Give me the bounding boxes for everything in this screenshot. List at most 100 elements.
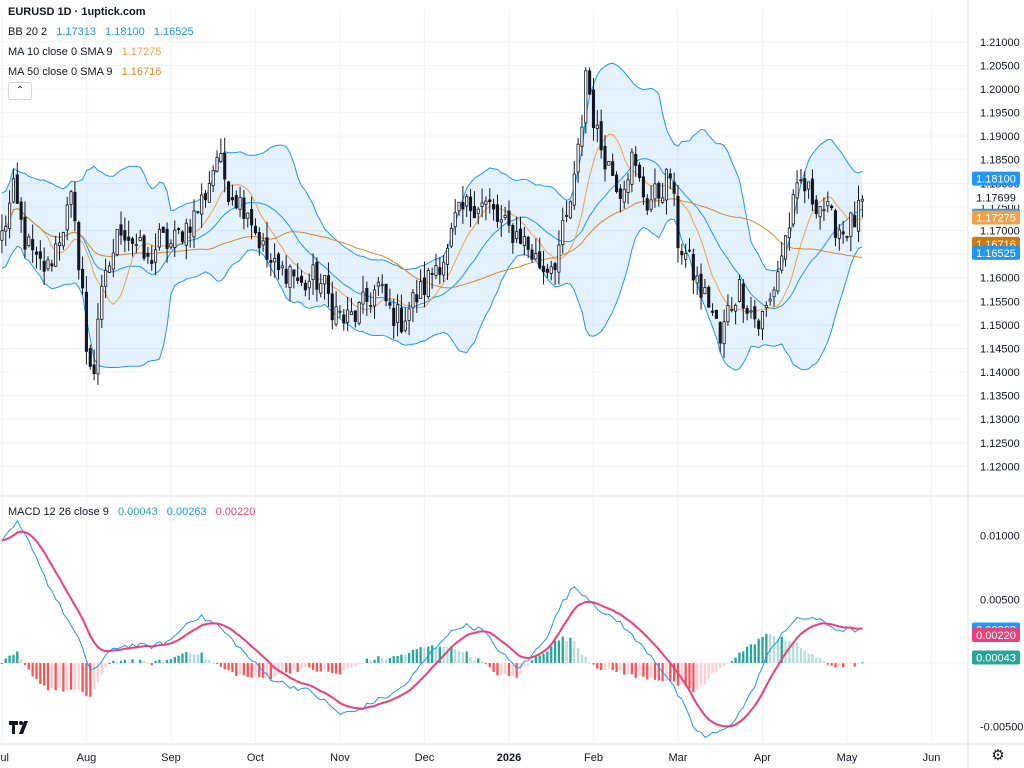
macd-histogram-bar — [185, 652, 188, 664]
macd-histogram-bar — [281, 663, 284, 672]
macd-histogram-bar — [857, 663, 860, 665]
candle-body — [584, 70, 588, 124]
candle-body — [384, 283, 388, 302]
macd-histogram-bar — [588, 662, 591, 664]
candle-body — [69, 191, 73, 205]
candle-body — [288, 266, 292, 288]
macd-histogram-bar — [200, 652, 203, 664]
macd-histogram-bar — [334, 663, 338, 674]
candle-body — [134, 244, 138, 246]
macd-histogram-bar — [446, 647, 449, 664]
bb-basis-value: 1.17313 — [56, 26, 96, 38]
candle-body — [430, 273, 434, 275]
macd-histogram-bar — [742, 651, 745, 664]
macd-histogram-bar — [696, 663, 699, 690]
macd-histogram-bar — [50, 663, 54, 689]
settings-gear-icon[interactable]: ⚙ — [991, 747, 1005, 764]
candle-body — [507, 210, 511, 226]
candle-body — [315, 261, 319, 290]
candle-body — [711, 310, 715, 313]
macd-histogram-bar — [861, 662, 864, 664]
macd-histogram-bar — [304, 663, 307, 667]
ma10-legend[interactable]: MA 10 close 0 SMA 9 1.17275 — [8, 46, 167, 58]
candle-body — [837, 229, 841, 239]
macd-histogram-bar — [296, 663, 299, 672]
macd-histogram-bar — [19, 659, 23, 664]
candle-body — [565, 214, 569, 217]
macd-histogram-bar — [139, 659, 142, 664]
candle-body — [780, 255, 784, 271]
candle-body — [772, 289, 776, 298]
macd-histogram-bar — [150, 663, 153, 666]
candle-body — [795, 182, 799, 199]
candle-body — [495, 204, 499, 222]
macd-histogram-bar — [188, 652, 192, 664]
macd-histogram-bar — [127, 662, 130, 664]
price-tick-label: 1.16000 — [980, 273, 1020, 285]
candle-body — [169, 243, 173, 248]
price-tick-label: 1.14500 — [980, 343, 1020, 355]
candle-body — [622, 188, 626, 203]
collapse-legend-button[interactable]: ⌃ — [8, 82, 32, 100]
candle-body — [814, 199, 818, 214]
macd-histogram-bar — [81, 663, 84, 692]
macd-legend[interactable]: MACD 12 26 close 9 0.00043 0.00263 0.002… — [8, 506, 261, 518]
candle-body — [15, 174, 19, 204]
macd-histogram-bar — [527, 663, 530, 666]
macd-histogram-bar — [165, 659, 169, 664]
bb-legend[interactable]: BB 20 2 1.17313 1.18100 1.16525 — [8, 26, 200, 38]
candle-body — [307, 280, 311, 289]
candle-body — [591, 89, 596, 128]
candle-body — [334, 306, 338, 325]
candle-body — [130, 238, 135, 244]
time-tick-label: Apr — [754, 752, 771, 764]
candle-body — [442, 261, 446, 276]
candle-body — [138, 237, 142, 242]
macd-histogram-bar — [457, 650, 461, 664]
chevron-up-icon: ⌃ — [15, 85, 25, 96]
macd-histogram-bar — [430, 645, 434, 664]
candle-body — [353, 310, 357, 322]
candle-body — [407, 308, 411, 321]
macd-histogram-bar — [557, 640, 561, 664]
macd-histogram-bar — [438, 646, 441, 664]
macd-histogram-bar — [4, 658, 7, 664]
ma50-legend[interactable]: MA 50 close 0 SMA 9 1.16716 — [8, 66, 167, 78]
candle-body — [453, 212, 457, 228]
tradingview-logo-icon[interactable] — [8, 718, 32, 738]
ma10-legend-label: MA 10 close 0 SMA 9 — [8, 46, 113, 58]
price-tick-label: 1.19500 — [980, 108, 1020, 120]
candle-body — [684, 252, 688, 260]
macd-histogram-bar — [108, 662, 111, 664]
candle-body — [396, 304, 400, 323]
macd-histogram-bar — [615, 663, 618, 672]
price-tick-label: 1.13500 — [980, 391, 1020, 403]
price-axis: 1.12000 1.12500 1.13000 1.13500 1.14000 1.145… — [980, 37, 1023, 734]
candle-body — [207, 183, 211, 203]
macd-histogram-bar — [361, 663, 365, 665]
candle-body — [411, 292, 415, 309]
macd-histogram-bar — [407, 653, 411, 664]
candle-body — [787, 227, 791, 239]
candle-body — [253, 225, 257, 234]
price-badge-label: 1.18100 — [976, 174, 1016, 186]
candle-body — [161, 226, 165, 233]
macd-histogram-bar — [12, 654, 15, 664]
macd-histogram-bar — [484, 663, 488, 665]
macd-histogram-bar — [719, 663, 722, 668]
candle-body — [438, 267, 442, 275]
candle-body — [61, 232, 65, 247]
macd-histogram-bar — [573, 640, 576, 664]
macd-histogram-bar — [300, 663, 303, 669]
macd-histogram-bar — [603, 663, 607, 670]
macd-histogram-bar — [734, 657, 737, 664]
candle-body — [799, 179, 803, 182]
candle-body — [499, 219, 503, 223]
macd-histogram-bar — [419, 647, 422, 664]
candle-body — [457, 201, 461, 212]
macd-histogram-bar — [162, 662, 165, 664]
candlestick-series — [0, 67, 864, 385]
candle-body — [722, 321, 726, 345]
candle-body — [273, 258, 277, 263]
